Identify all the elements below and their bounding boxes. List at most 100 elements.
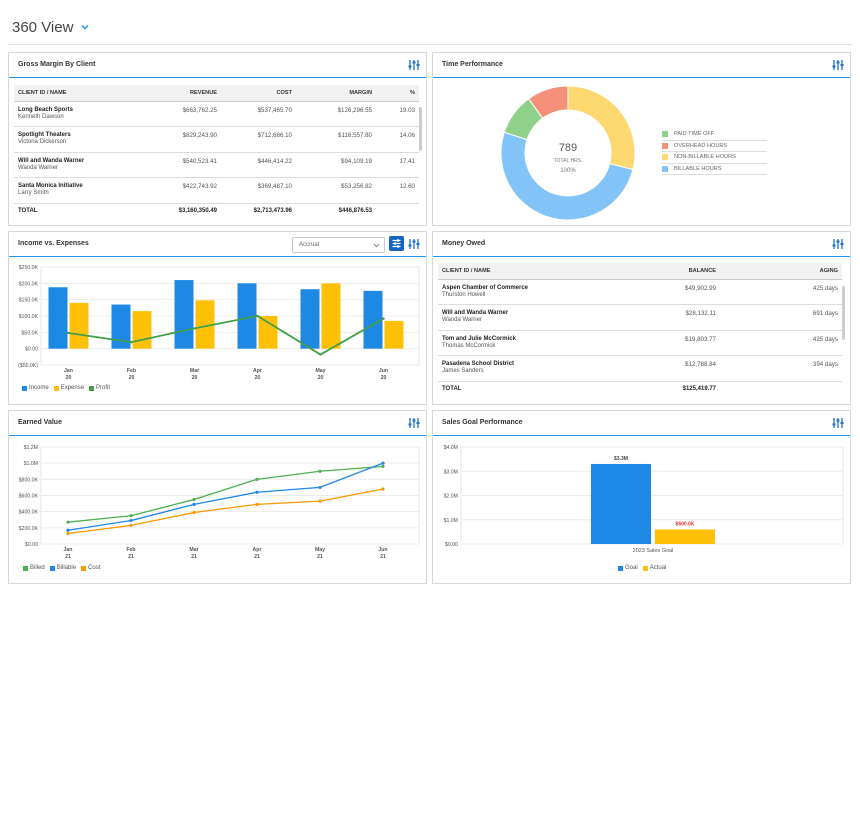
settings-sliders-icon[interactable] [832, 238, 844, 250]
x-tick-label: 2023 Sales Goal [633, 548, 674, 554]
list-settings-icon [392, 239, 401, 248]
panel-title: Income vs. Expenses [18, 240, 89, 247]
legend-item[interactable]: Goal [618, 565, 638, 571]
legend-item[interactable]: Actual [642, 565, 667, 571]
income-expenses-panel: Income vs. Expenses Accrual ($50.0K) $0.0… [8, 231, 427, 405]
income-expense-chart: ($50.0K) $0.00 $50.0K $100.0K $150.0K $200.0K… [18, 265, 420, 381]
table-row[interactable]: Will and Wanda Warner Wanda Warner $540,5… [14, 152, 419, 178]
legend-label: Actual [649, 565, 667, 571]
settings-sliders-icon[interactable] [408, 417, 420, 429]
panel-title: Sales Goal Performance [442, 419, 523, 426]
chart-options-button[interactable] [389, 236, 404, 251]
column-header[interactable]: AGING [720, 263, 842, 280]
settings-sliders-icon[interactable] [832, 59, 844, 71]
panel-title: Gross Margin By Client [18, 61, 96, 68]
client-contact: Thurston Howell [442, 291, 486, 298]
accounting-basis-select[interactable]: Accrual [292, 237, 385, 253]
client-name[interactable]: Pasadena School District [442, 361, 515, 367]
time-performance-panel: Time Performance 789 TOTAL HRS. 100% PAID … [432, 52, 851, 226]
client-name[interactable]: Aspen Chamber of Commerce [442, 284, 529, 291]
y-tick-label: $0.00 [25, 542, 38, 548]
column-header[interactable]: COST [221, 85, 296, 102]
page-header[interactable]: 360 View [12, 16, 90, 38]
settings-sliders-icon[interactable] [832, 417, 844, 429]
table-row[interactable]: Aspen Chamber of Commerce Thurston Howell… [438, 279, 842, 305]
legend-swatch [662, 142, 668, 149]
chevron-down-icon[interactable] [80, 22, 90, 32]
select-value: Accrual [299, 242, 320, 248]
gross-margin-table: CLIENT ID / NAME REVENUE COST MARGIN % L… [14, 85, 419, 219]
column-header[interactable]: % [376, 85, 419, 102]
total-label: TOTAL [438, 380, 618, 397]
legend-label: Billed [30, 565, 45, 571]
settings-sliders-icon[interactable] [408, 238, 420, 250]
x-tick-label: Feb 21 [126, 547, 135, 560]
legend-item[interactable]: OVERHEAD HOURS [662, 141, 767, 152]
y-tick-label: $1.2M [24, 445, 38, 451]
aging-cell: 394 days [720, 355, 842, 382]
client-contact: Wanda Warner [442, 317, 482, 323]
settings-sliders-icon[interactable] [408, 59, 420, 71]
client-name[interactable]: Spotlight Theaters [18, 132, 71, 138]
column-header[interactable]: CLIENT ID / NAME [14, 85, 149, 102]
line-point [318, 485, 322, 490]
aging-cell: 425 days [720, 279, 842, 305]
margin-cell: $126,296.55 [296, 101, 376, 127]
column-header[interactable]: MARGIN [296, 85, 376, 102]
y-tick-label: $1.0M [444, 518, 458, 524]
legend-item[interactable]: BILLABLE HOURS [662, 164, 767, 175]
legend-item[interactable]: Billable [49, 565, 76, 571]
donut-center-label: TOTAL HRS. [554, 158, 583, 164]
legend-item[interactable]: Cost [81, 565, 100, 571]
column-header[interactable]: CLIENT ID / NAME [438, 263, 618, 280]
legend-item[interactable]: Expense [53, 385, 84, 391]
line-point [319, 353, 322, 356]
legend-item[interactable]: PAID TIME OFF [662, 129, 767, 141]
client-name[interactable]: Long Beach Sports [18, 106, 74, 113]
line-point [256, 314, 259, 318]
table-row[interactable]: Long Beach Sports Kenneth Dawson $663,762… [14, 101, 419, 127]
client-contact: Wanda Warner [18, 164, 58, 171]
client-name[interactable]: Tom and Julie McCormick [442, 335, 516, 342]
bar-expense [321, 283, 341, 349]
aging-cell: 425 days [720, 330, 842, 356]
table-row[interactable]: Tom and Julie McCormick Thomas McCormick … [438, 330, 842, 356]
scrollbar[interactable] [842, 286, 845, 340]
table-row[interactable]: Santa Monica Initiative Larry Smith $422,… [14, 177, 419, 204]
x-tick-label: May 21 [315, 547, 325, 560]
client-name[interactable]: Will and Wanda Warner [18, 157, 85, 164]
table-row[interactable]: Will and Wanda Warner Wanda Warner $28,13… [438, 304, 842, 331]
x-tick-label: Jan 21 [64, 547, 73, 560]
cost-cell: $446,414.22 [221, 152, 296, 178]
column-header[interactable]: REVENUE [149, 85, 221, 102]
panel-header: Money Owed [433, 232, 850, 257]
y-tick-label: $150.0K [19, 298, 39, 304]
cost-cell: $369,487.10 [221, 177, 296, 204]
panel-header: Gross Margin By Client [9, 53, 426, 78]
line-point [381, 464, 385, 468]
scrollbar[interactable] [419, 107, 422, 151]
table-row[interactable]: Pasadena School District James Sanders $1… [438, 355, 842, 382]
y-tick-label: $200.0K [19, 526, 39, 532]
legend-label: Cost [88, 565, 101, 571]
client-name[interactable]: Santa Monica Initiative [18, 183, 83, 189]
table-row[interactable]: Spotlight Theaters Victoria Dickerson $82… [14, 126, 419, 153]
panel-header: Income vs. Expenses Accrual [9, 232, 426, 257]
legend-item[interactable]: NON-BILLABLE HOURS [662, 152, 767, 164]
legend-item[interactable]: Profit [89, 385, 110, 391]
y-tick-label: $4.0M [444, 445, 458, 451]
legend-item[interactable]: Billed [23, 565, 45, 571]
donut-legend: PAID TIME OFF OVERHEAD HOURS NON-BILLABL… [662, 129, 767, 175]
legend-item[interactable]: Income [22, 385, 49, 391]
x-tick-label: Apr 21 [253, 547, 262, 560]
page-title[interactable]: 360 View [12, 18, 74, 36]
bar-actual [655, 529, 715, 544]
client-name[interactable]: Will and Wanda Warner [442, 310, 509, 316]
total-revenue: $3,160,350.49 [149, 202, 221, 219]
column-header[interactable]: BALANCE [618, 263, 720, 280]
pct-cell: 17.41 [376, 152, 419, 178]
data-label: $3.3M [614, 456, 628, 462]
donut-center-value: 789 [559, 142, 577, 154]
y-tick-label: $50.0K [22, 330, 39, 336]
legend-label: Goal [625, 565, 638, 571]
